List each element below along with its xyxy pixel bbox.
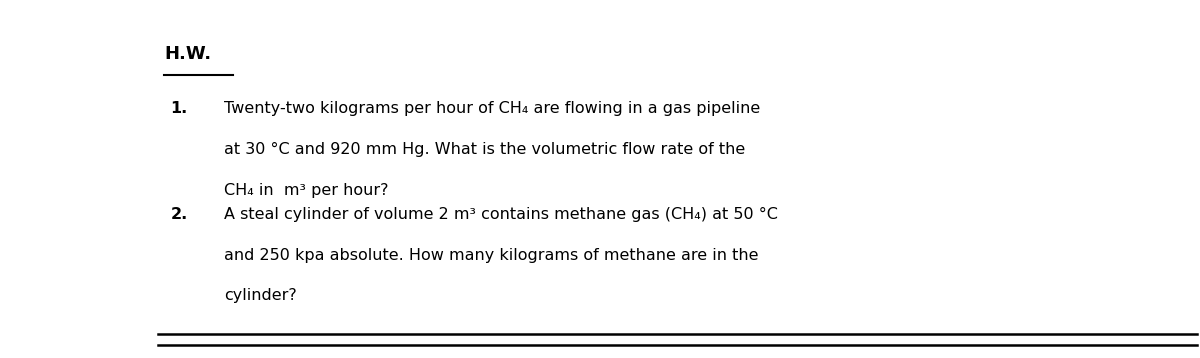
Text: H.W.: H.W. [164,45,211,63]
Text: and 250 kpa absolute. How many kilograms of methane are in the: and 250 kpa absolute. How many kilograms… [223,248,758,263]
Text: Twenty-two kilograms per hour of CH₄ are flowing in a gas pipeline: Twenty-two kilograms per hour of CH₄ are… [223,101,760,116]
Text: cylinder?: cylinder? [223,288,296,303]
Text: CH₄ in  m³ per hour?: CH₄ in m³ per hour? [223,183,389,198]
Text: 1.: 1. [170,101,188,116]
Text: 2.: 2. [170,207,188,222]
Text: A steal cylinder of volume 2 m³ contains methane gas (CH₄) at 50 °C: A steal cylinder of volume 2 m³ contains… [223,207,778,222]
Text: at 30 °C and 920 mm Hg. What is the volumetric flow rate of the: at 30 °C and 920 mm Hg. What is the volu… [223,142,745,157]
